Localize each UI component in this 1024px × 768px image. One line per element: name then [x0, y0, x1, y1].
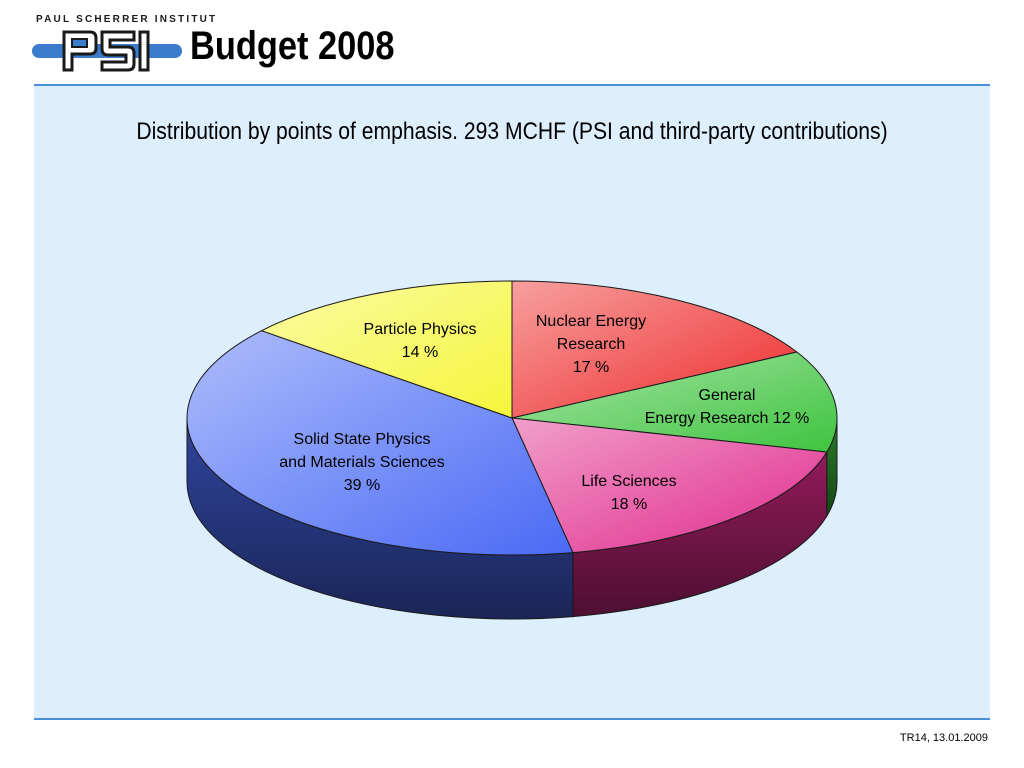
pie-label-3: Solid State Physics and Materials Science…	[279, 431, 444, 494]
pie-label-0: Nuclear Energy Research 17 %	[536, 313, 646, 376]
pie-tops	[186, 280, 838, 556]
pie-slice-2	[511, 417, 828, 554]
pie-label-4: Particle Physics 14 %	[364, 321, 477, 361]
chart-title: Distribution by points of emphasis. 293 …	[136, 118, 888, 145]
pie-slice-3	[186, 330, 574, 556]
pie-label-1: General Energy Research 12 %	[645, 387, 810, 427]
pie-slice-1	[511, 351, 838, 453]
pie-slice-0	[511, 280, 798, 419]
pie-slice-4	[260, 280, 513, 419]
pie-label-2: Life Sciences 18 %	[581, 473, 676, 513]
institute-name: PAUL SCHERRER INSTITUT	[36, 14, 218, 25]
psi-logo-icon	[32, 30, 182, 72]
pie-labels: Nuclear Energy Research 17 % General Energy …	[279, 313, 809, 513]
footer-date: TR14, 13.01.2009	[899, 732, 988, 744]
slide-title: Budget 2008	[190, 24, 395, 68]
psi-logo: PAUL SCHERRER INSTITUT	[32, 14, 215, 74]
